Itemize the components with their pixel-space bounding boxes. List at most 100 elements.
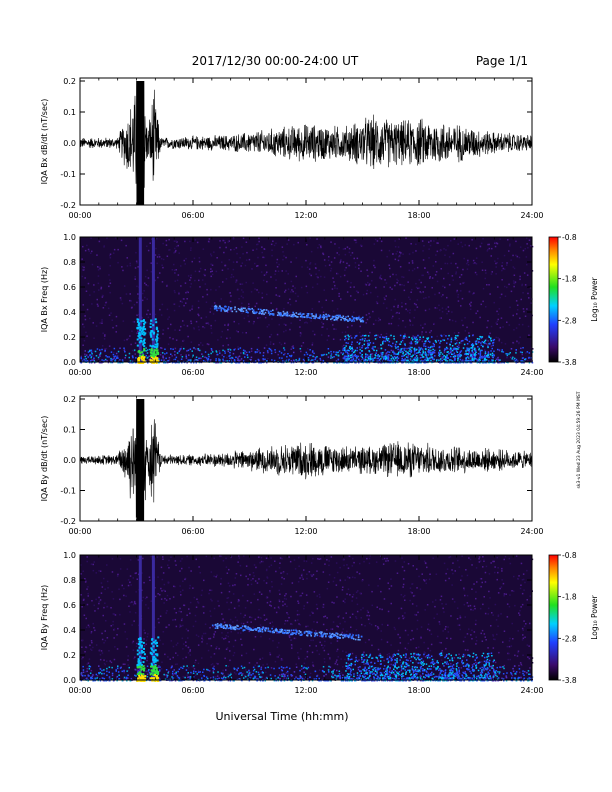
spectrogram-noise (146, 671, 149, 673)
spectrogram-noise (340, 658, 342, 660)
spectrogram-activity (443, 339, 446, 341)
spectrogram-activity (352, 351, 355, 354)
spectrogram-band (493, 362, 496, 364)
spectrogram-noise (179, 607, 181, 610)
spectrogram-band (427, 349, 430, 351)
spectrogram-noise (266, 596, 269, 599)
spectrogram-noise (386, 557, 388, 560)
spectrogram-noise (450, 615, 452, 617)
spectrogram-noise (103, 606, 105, 609)
spectrogram-noise (311, 308, 314, 310)
spectrogram-noise (278, 295, 281, 297)
spectrogram-noise (189, 649, 191, 651)
spectrogram-band (472, 352, 474, 354)
spectrogram-noise (202, 296, 204, 298)
spectrogram-activity (366, 361, 368, 364)
spectrogram-band (145, 347, 147, 349)
spectrogram-noise (442, 607, 444, 610)
spectrogram-noise (264, 316, 267, 319)
spectrogram-pulsation (347, 319, 350, 322)
spectrogram-noise (377, 334, 379, 337)
spectrogram-noise (146, 313, 148, 316)
spectrogram-noise (185, 645, 187, 647)
spectrogram-noise (482, 287, 485, 290)
spectrogram-pulsation (291, 314, 293, 316)
spectrogram-noise (321, 326, 323, 328)
spectrogram-pulsation (309, 316, 311, 319)
spectrogram-noise (90, 631, 93, 633)
spectrogram-band (525, 358, 527, 360)
spectrogram-noise (235, 330, 238, 332)
spectrogram-burst-core (144, 321, 147, 324)
spectrogram-noise (320, 246, 322, 249)
spectrogram-activity (423, 343, 425, 345)
spectrogram-activity (396, 353, 399, 355)
spectrogram-noise (123, 672, 125, 674)
spectrogram-noise (111, 571, 114, 573)
spectrogram-noise (433, 658, 436, 661)
spectrogram-noise (312, 286, 314, 289)
spectrogram-noise (423, 560, 426, 563)
spectrogram-band (270, 350, 273, 352)
spectrogram-activity (492, 339, 494, 342)
spectrogram-noise (316, 283, 319, 285)
spectrogram-noise (496, 320, 499, 323)
spectrogram-burst-core (149, 344, 152, 347)
spectrogram-activity (454, 355, 457, 357)
spectrogram-noise (450, 262, 452, 265)
spectrogram-burst-core (139, 333, 142, 336)
spectrogram-pulsation (261, 313, 263, 315)
spectrogram-noise (98, 289, 100, 291)
spectrogram-noise (98, 596, 100, 599)
spectrogram-pulsation (259, 308, 262, 311)
spectrogram-noise (346, 280, 349, 283)
spectrogram-band (331, 356, 334, 359)
spectrogram-noise (518, 256, 521, 259)
spectrogram-activity (348, 347, 351, 349)
spectrogram-activity (362, 334, 364, 337)
spectrogram-band (420, 354, 423, 356)
spectrogram-noise (403, 561, 406, 563)
spectrogram-band (207, 353, 210, 356)
spectrogram-activity (492, 362, 495, 364)
spectrogram-pulsation (304, 316, 306, 318)
spectrogram-band (167, 361, 169, 364)
spectrogram-band (131, 360, 134, 363)
y-tick-label: 0.0 (63, 358, 76, 367)
spectrogram-band (141, 360, 144, 362)
spectrogram-noise (323, 616, 325, 618)
spectrogram-noise (92, 622, 94, 625)
spectrogram-noise (503, 268, 506, 270)
spectrogram-pulsation (358, 316, 360, 319)
spectrogram-activity (456, 345, 459, 348)
spectrogram-pulsation (230, 307, 233, 309)
spectrogram-noise (444, 254, 446, 256)
spectrogram-activity (368, 343, 371, 345)
spectrogram-noise (100, 650, 103, 652)
spectrogram-noise (479, 245, 482, 248)
spectrogram-noise (490, 273, 493, 275)
spectrogram-noise (284, 620, 287, 622)
spectrogram-noise (281, 576, 283, 579)
spectrogram-noise (144, 282, 146, 284)
spectrogram-pulsation (284, 314, 286, 316)
spectrogram-noise (475, 619, 477, 622)
spectrogram-band (292, 359, 295, 361)
spectrogram-band (511, 358, 513, 360)
spectrogram-band (406, 347, 408, 350)
spectrogram-noise (261, 296, 264, 299)
spectrogram-noise (160, 598, 163, 600)
spectrogram-noise (511, 622, 513, 625)
spectrogram-noise (490, 345, 493, 347)
spectrogram-noise (204, 274, 206, 277)
spectrogram-noise (459, 283, 462, 285)
spectrogram-noise (408, 666, 410, 669)
spectrogram-noise (345, 334, 347, 337)
spectrogram-pulsation (214, 306, 217, 309)
spectrogram-band (207, 358, 210, 361)
spectrogram-noise (365, 284, 368, 286)
spectrogram-noise (262, 664, 264, 666)
spectrogram-activity (390, 334, 392, 337)
spectrogram-activity (345, 342, 347, 344)
spectrogram-band (330, 350, 332, 353)
